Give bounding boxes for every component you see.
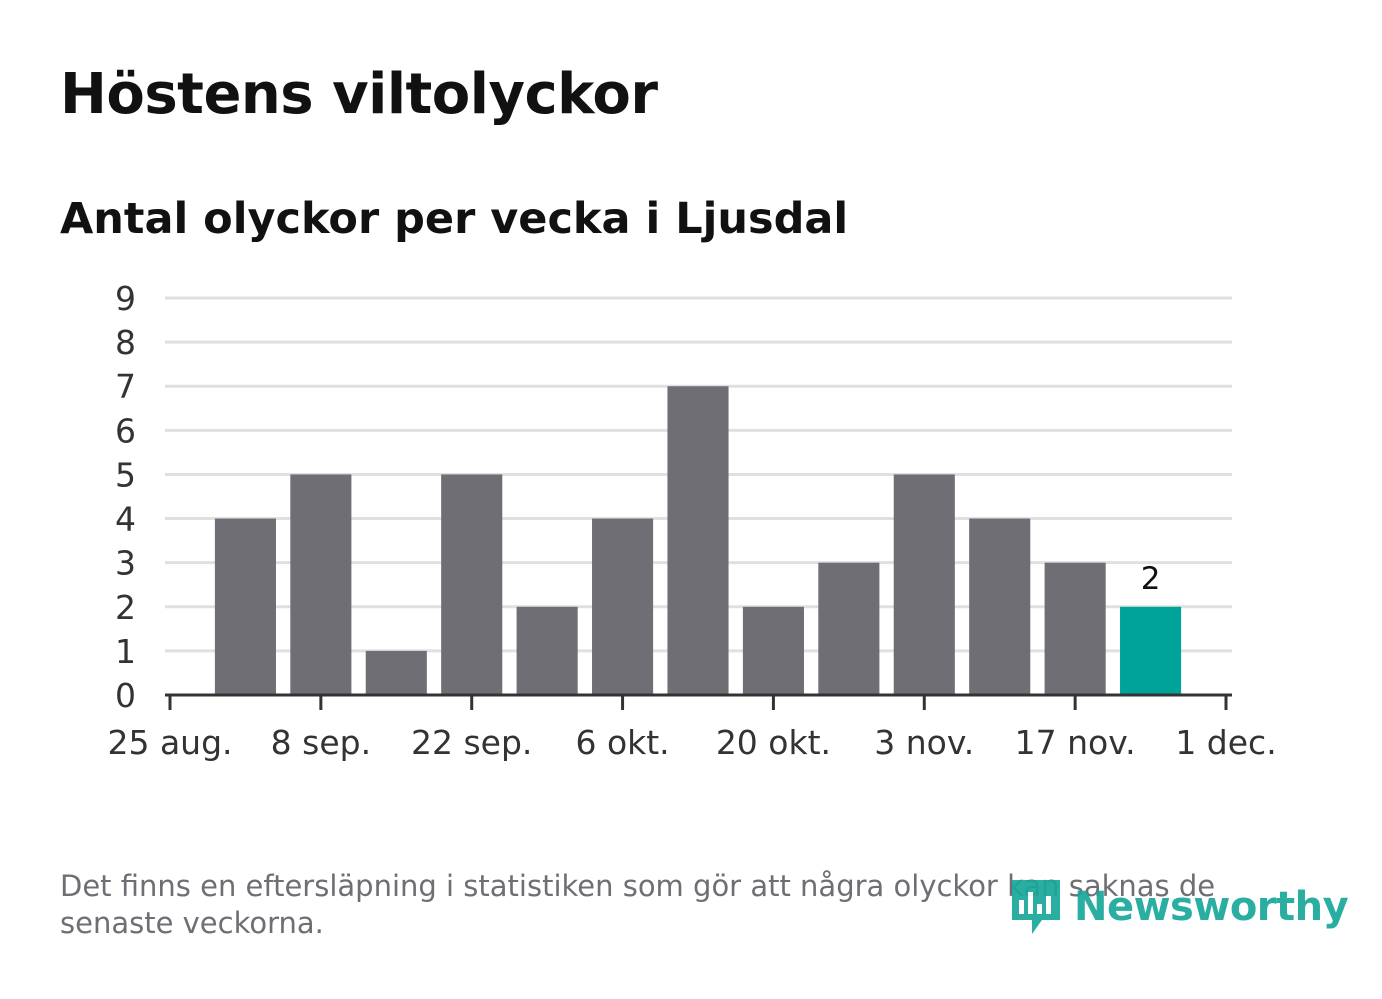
x-tick-label: 17 nov. <box>1015 723 1136 762</box>
y-tick-label: 3 <box>115 544 136 583</box>
data-label: 2 <box>1141 561 1161 597</box>
newsworthy-logo-icon <box>1012 880 1060 934</box>
bar <box>441 474 503 695</box>
x-tick-label: 6 okt. <box>575 723 669 762</box>
y-tick-label: 7 <box>115 367 136 406</box>
x-tick-label: 20 okt. <box>716 723 831 762</box>
bar <box>365 650 427 695</box>
y-tick-label: 9 <box>115 279 136 318</box>
x-tick-label: 8 sep. <box>271 723 371 762</box>
bar <box>742 606 804 695</box>
y-tick-label: 0 <box>115 676 136 715</box>
bar <box>592 518 654 695</box>
bar <box>667 386 729 695</box>
brand-logo: Newsworthy <box>1010 876 1349 938</box>
y-tick-label: 2 <box>115 588 136 627</box>
bar <box>1044 562 1106 695</box>
bar <box>969 518 1031 695</box>
x-tick-label: 25 aug. <box>107 723 232 762</box>
y-tick-label: 1 <box>115 632 136 671</box>
chart-subtitle: Antal olyckor per vecka i Ljusdal <box>60 194 849 244</box>
bar <box>893 474 955 695</box>
brand-name: Newsworthy <box>1074 884 1349 930</box>
data-labels: 2 <box>1141 561 1161 597</box>
bar <box>290 474 352 695</box>
x-tick-label: 22 sep. <box>411 723 532 762</box>
bars <box>214 386 1182 695</box>
y-tick-label: 6 <box>115 411 136 450</box>
x-tick-label: 3 nov. <box>874 723 974 762</box>
y-tick-label: 8 <box>115 323 136 362</box>
y-tick-label: 4 <box>115 500 136 539</box>
bar-highlight <box>1120 606 1182 695</box>
bar <box>214 518 276 695</box>
bar <box>516 606 578 695</box>
bar <box>818 562 880 695</box>
bar-chart: 0 1 2 3 4 5 6 7 8 9 25 aug. 8 sep. 22 sep. 6 okt. 20 … <box>107 279 1276 762</box>
x-axis <box>165 693 1232 710</box>
x-tick-label: 1 dec. <box>1175 723 1276 762</box>
chart-title: Höstens viltolyckor <box>60 62 658 127</box>
x-axis-labels: 25 aug. 8 sep. 22 sep. 6 okt. 20 okt. 3 nov. 1… <box>107 723 1276 762</box>
y-tick-label: 5 <box>115 455 136 494</box>
y-axis-labels: 0 1 2 3 4 5 6 7 8 9 <box>115 279 136 715</box>
